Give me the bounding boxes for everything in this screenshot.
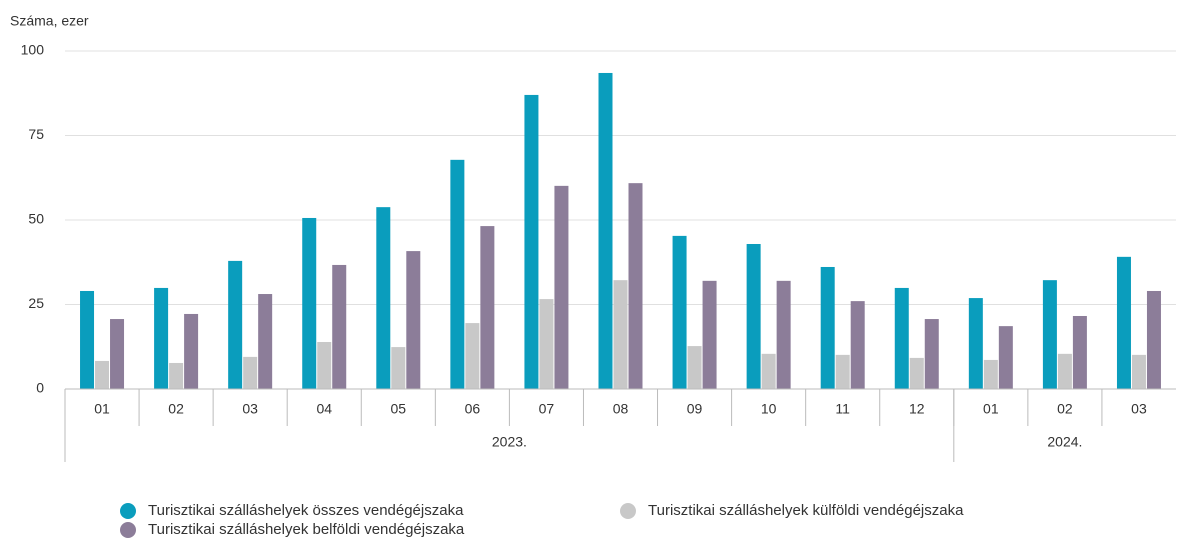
bar [672, 235, 687, 389]
bar [169, 362, 184, 389]
legend-label: Turisztikai szálláshelyek összes vendégé… [148, 502, 464, 519]
bar [1042, 280, 1057, 389]
y-tick-label: 50 [28, 211, 44, 227]
legend-label: Turisztikai szálláshelyek külföldi vendé… [648, 502, 964, 519]
bar [332, 264, 347, 389]
bar [554, 185, 569, 389]
bar [376, 207, 391, 389]
legend-marker [120, 522, 136, 538]
legend-label: Turisztikai szálláshelyek belföldi vendé… [148, 521, 465, 538]
x-tick-label: 03 [242, 401, 258, 417]
bar [110, 319, 125, 389]
bar [628, 183, 643, 389]
bar [761, 353, 776, 389]
bar [998, 326, 1013, 389]
y-tick-label: 0 [36, 380, 44, 396]
bar [1131, 354, 1146, 389]
bar [613, 280, 628, 389]
bar [406, 251, 421, 389]
bar [1146, 290, 1161, 389]
bar [539, 299, 554, 389]
bar [983, 359, 998, 389]
bar [450, 159, 465, 389]
bar [1057, 353, 1072, 389]
x-tick-label: 11 [835, 401, 850, 417]
bar [687, 346, 702, 389]
x-tick-label: 03 [1131, 401, 1147, 417]
bar [480, 226, 495, 389]
x-tick-label: 06 [465, 401, 481, 417]
x-tick-label: 09 [687, 401, 703, 417]
bar [317, 342, 332, 389]
bar [465, 323, 480, 389]
y-tick-label: 75 [28, 126, 44, 142]
x-tick-label: 02 [168, 401, 184, 417]
bar [746, 243, 761, 389]
bar [598, 72, 613, 389]
bar [850, 301, 865, 389]
bar [243, 356, 258, 389]
x-group-label: 2023. [492, 434, 527, 450]
bar [894, 287, 909, 389]
bar [184, 313, 199, 389]
x-tick-label: 04 [316, 401, 332, 417]
x-tick-label: 05 [391, 401, 407, 417]
x-tick-label: 01 [94, 401, 110, 417]
bar [391, 347, 406, 389]
x-tick-label: 02 [1057, 401, 1073, 417]
bar [1116, 256, 1131, 389]
x-group-label: 2024. [1047, 434, 1082, 450]
x-tick-label: 12 [909, 401, 925, 417]
bar [95, 360, 110, 389]
x-tick-label: 08 [613, 401, 629, 417]
legend-marker [620, 503, 636, 519]
bar [835, 354, 850, 389]
y-tick-label: 100 [21, 42, 45, 58]
bar [820, 266, 835, 389]
legend: Turisztikai szálláshelyek összes vendégé… [120, 502, 964, 538]
bar [1072, 315, 1087, 389]
x-tick-label: 07 [539, 401, 555, 417]
bar [924, 319, 939, 389]
bar [302, 217, 317, 389]
bar [524, 94, 539, 389]
y-tick-label: 25 [28, 295, 44, 311]
bar [258, 294, 273, 389]
bar [80, 290, 95, 389]
bar [154, 287, 169, 389]
bar [968, 298, 983, 389]
bar [776, 280, 791, 389]
x-tick-label: 10 [761, 401, 777, 417]
bar [909, 357, 924, 389]
legend-marker [120, 503, 136, 519]
bar [228, 260, 243, 389]
y-axis-label: Száma, ezer [10, 13, 89, 29]
x-tick-label: 01 [983, 401, 999, 417]
bar [702, 280, 717, 389]
